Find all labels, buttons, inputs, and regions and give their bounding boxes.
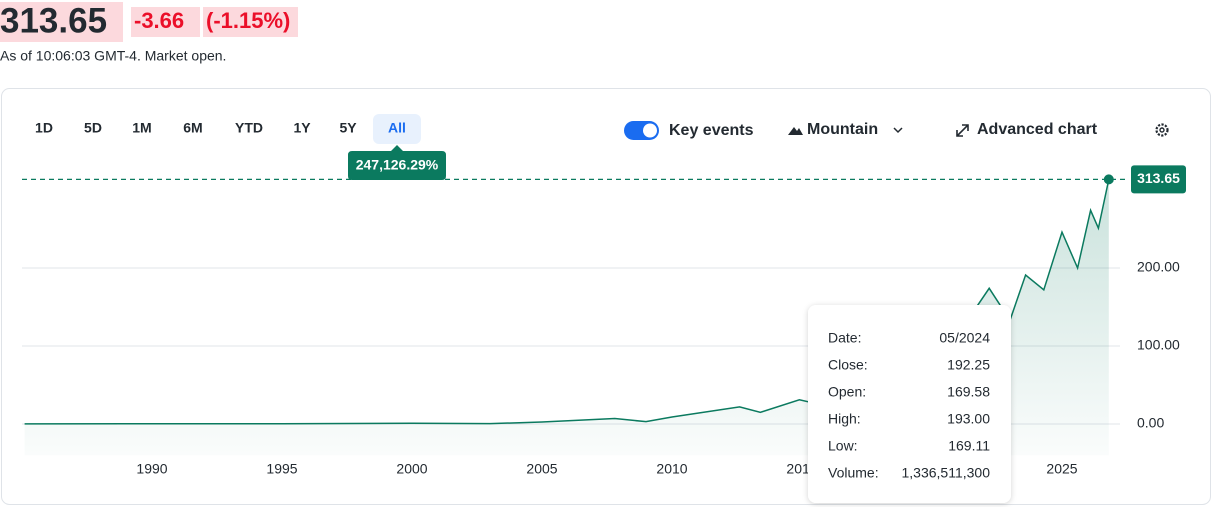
key-events-label[interactable]: Key events (669, 122, 754, 139)
settings-center (1159, 127, 1165, 133)
range-button[interactable]: 1D (35, 120, 53, 136)
tooltip-value: 1,336,511,300 (902, 465, 991, 481)
tooltip-key: Open: (828, 384, 866, 400)
last-point (1103, 174, 1114, 185)
range-button[interactable]: All (388, 120, 406, 136)
x-tick-label: 2025 (1046, 461, 1077, 477)
x-tick-label: 1995 (266, 461, 297, 477)
range-button[interactable]: YTD (235, 120, 263, 136)
advanced-icon (956, 124, 969, 137)
change: -3.66 (134, 8, 184, 33)
tooltip-key: Volume: (828, 465, 879, 481)
tooltip-key: Low: (828, 438, 858, 454)
advanced-chart[interactable]: Advanced chart (977, 121, 1098, 138)
x-tick-label: 2005 (526, 461, 557, 477)
tooltip-value: 169.11 (948, 438, 990, 454)
tooltip-key: Close: (828, 357, 868, 373)
range-button[interactable]: 6M (183, 120, 202, 136)
price-bg (0, 2, 123, 42)
return-badge (348, 145, 446, 180)
y-tick-label: 200.00 (1137, 259, 1180, 275)
x-tick-label: 2000 (396, 461, 427, 477)
tooltip-key: Date: (828, 330, 861, 346)
y-tick-label: 0.00 (1137, 415, 1164, 431)
range-button[interactable]: 5D (84, 120, 102, 136)
card (1, 88, 1211, 505)
mountain-icon (788, 127, 803, 135)
price-badge-label: 313.65 (1137, 170, 1180, 186)
x-tick-label: 1990 (136, 461, 167, 477)
tooltip-key: High: (828, 411, 861, 427)
range-button[interactable]: 1M (132, 120, 151, 136)
chart-type[interactable]: Mountain (807, 121, 878, 138)
price-badge (1131, 165, 1186, 194)
change-bg (131, 7, 200, 37)
status: As of 10:06:03 GMT-4. Market open. (0, 48, 226, 64)
range-button[interactable]: 5Y (339, 120, 357, 136)
chevron (893, 127, 903, 134)
tooltip (808, 305, 1011, 503)
return-label: 247,126.29% (356, 157, 439, 173)
tooltip-value: 193.00 (947, 411, 990, 427)
range-active-bg (373, 114, 421, 144)
price: 313.65 (0, 1, 107, 40)
tooltip-value: 169.58 (947, 384, 990, 400)
range-button[interactable]: 1Y (293, 120, 311, 136)
y-tick-label: 100.00 (1137, 337, 1180, 353)
settings[interactable] (1155, 123, 1169, 137)
toggle-knob (643, 123, 657, 138)
change-percent: (-1.15%) (206, 8, 290, 33)
tooltip-value: 05/2024 (939, 330, 990, 346)
x-tick-label: 2010 (656, 461, 687, 477)
change-pct-bg (203, 7, 298, 37)
tooltip-value: 192.25 (947, 357, 990, 373)
